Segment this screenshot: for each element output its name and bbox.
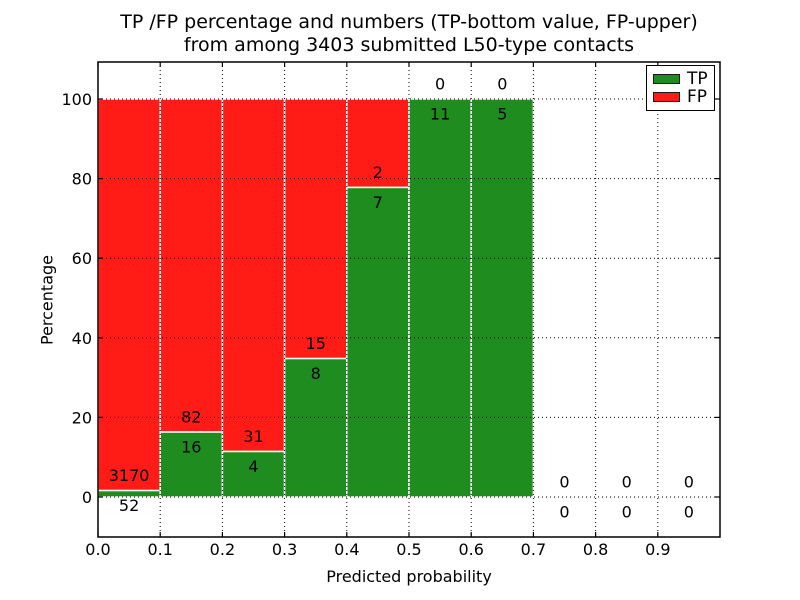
legend-tp-label: TP (687, 68, 708, 89)
svg-text:82: 82 (181, 408, 201, 427)
svg-text:0: 0 (684, 503, 694, 522)
svg-text:2: 2 (373, 163, 383, 182)
svg-text:0.0: 0.0 (85, 540, 110, 559)
bars-group (97, 98, 535, 498)
svg-text:3170: 3170 (109, 466, 150, 485)
svg-text:0.4: 0.4 (334, 540, 359, 559)
svg-text:0: 0 (622, 473, 632, 492)
svg-text:5: 5 (497, 105, 507, 124)
svg-text:0.7: 0.7 (521, 540, 546, 559)
legend-fp-label: FP (687, 86, 708, 107)
axis-tick-labels-group: 0.0 0.1 0.2 0.3 0.4 0.5 0.6 0.7 0.8 0.90204060801… (61, 90, 670, 559)
svg-text:40: 40 (72, 329, 92, 348)
svg-text:0.2: 0.2 (210, 540, 235, 559)
svg-text:0.5: 0.5 (396, 540, 421, 559)
legend-item-tp: TP (653, 68, 708, 89)
svg-text:0: 0 (82, 488, 92, 507)
chart-title-line-1: TP /FP percentage and numbers (TP-bottom… (120, 11, 698, 33)
svg-text:0: 0 (559, 503, 569, 522)
svg-text:0.9: 0.9 (645, 540, 670, 559)
svg-text:0.6: 0.6 (458, 540, 483, 559)
chart-title-line-2: from among 3403 submitted L50-type conta… (183, 33, 635, 56)
svg-text:0: 0 (435, 75, 445, 94)
svg-text:0: 0 (559, 473, 569, 492)
svg-text:0: 0 (497, 75, 507, 94)
legend-item-fp: FP (653, 86, 708, 107)
y-axis-label: Percentage (37, 254, 57, 346)
svg-text:60: 60 (72, 249, 92, 268)
svg-text:0: 0 (622, 503, 632, 522)
svg-text:20: 20 (72, 408, 92, 427)
svg-text:31: 31 (243, 427, 263, 446)
svg-text:11: 11 (430, 105, 450, 124)
x-axis-label: Predicted probability (326, 567, 492, 586)
legend-tp-swatch-icon (653, 74, 680, 84)
svg-text:7: 7 (373, 193, 383, 212)
svg-text:0.3: 0.3 (272, 540, 297, 559)
legend: TP FP (646, 65, 715, 111)
chart-title: TP /FP percentage and numbers (TP-bottom… (98, 11, 720, 56)
svg-text:0.8: 0.8 (583, 540, 608, 559)
svg-text:8: 8 (311, 364, 321, 383)
svg-text:4: 4 (248, 457, 258, 476)
axis-ticks-group (97, 62, 720, 537)
svg-text:16: 16 (181, 438, 201, 457)
svg-text:52: 52 (119, 496, 139, 515)
svg-text:100: 100 (61, 90, 92, 109)
svg-text:0.1: 0.1 (147, 540, 172, 559)
svg-text:15: 15 (306, 334, 326, 353)
svg-text:0: 0 (684, 473, 694, 492)
svg-text:80: 80 (72, 170, 92, 189)
legend-fp-swatch-icon (653, 92, 680, 102)
